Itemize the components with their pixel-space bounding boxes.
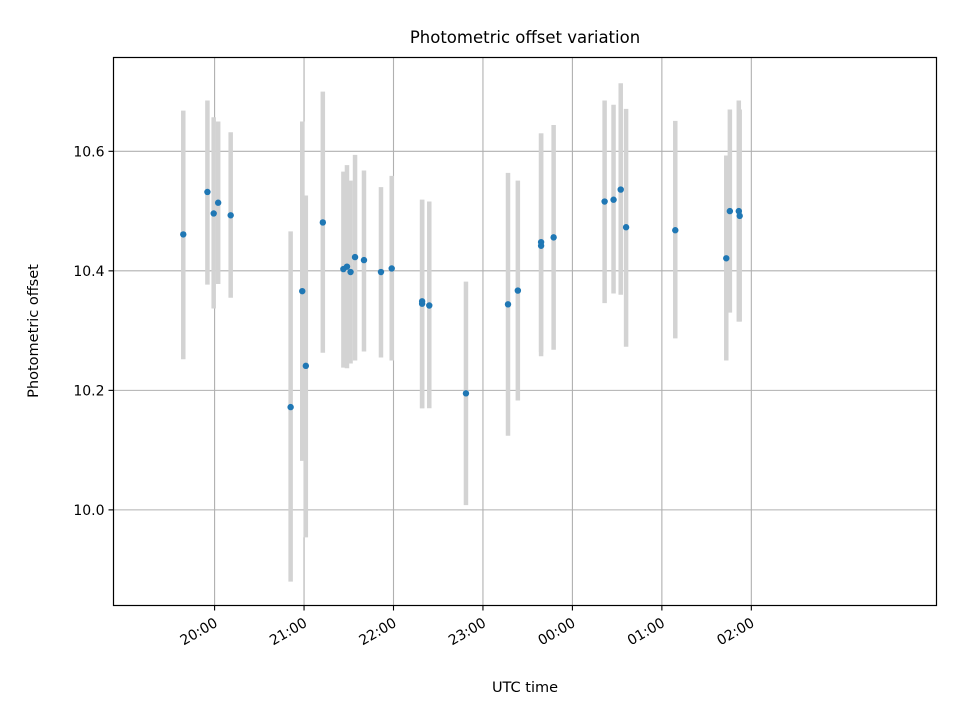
data-point — [504, 301, 512, 308]
data-point — [388, 265, 395, 272]
y-tick-label: 10.6 — [73, 144, 104, 160]
data-point — [550, 234, 557, 241]
plot-frame — [112, 56, 938, 607]
chart-title: Photometric offset variation — [410, 28, 640, 47]
data-point — [736, 212, 743, 220]
data-point — [537, 238, 545, 246]
data-point — [617, 186, 624, 193]
data-point — [347, 268, 354, 276]
y-axis-ticks: 10.0 10.2 10.4 10.6 — [73, 144, 114, 519]
data-point — [418, 300, 426, 307]
data-point — [723, 255, 730, 262]
data-point — [214, 199, 222, 206]
data-point — [622, 224, 630, 231]
y-tick-label: 10.4 — [73, 264, 104, 280]
data-point — [360, 256, 368, 264]
data-point — [672, 227, 679, 234]
data-point — [426, 302, 433, 309]
y-tick-label: 10.0 — [73, 503, 104, 519]
y-tick-label: 10.2 — [73, 383, 104, 399]
data-point — [210, 210, 217, 217]
data-point — [601, 198, 608, 205]
data-point — [299, 287, 306, 295]
data-point — [610, 196, 617, 203]
data-point — [462, 390, 470, 397]
data-point — [735, 207, 743, 215]
data-point — [204, 188, 211, 196]
data-point — [302, 362, 310, 370]
data-point — [514, 287, 522, 294]
x-axis-label: UTC time — [492, 680, 558, 696]
data-point — [343, 263, 351, 270]
y-axis-label: Photometric offset — [26, 264, 42, 398]
point-layer — [180, 186, 743, 411]
data-point — [180, 231, 187, 238]
data-point — [377, 268, 385, 276]
data-point — [351, 253, 359, 261]
data-point — [287, 403, 294, 411]
data-point — [319, 219, 327, 226]
data-point — [726, 207, 734, 215]
data-point — [227, 212, 234, 219]
